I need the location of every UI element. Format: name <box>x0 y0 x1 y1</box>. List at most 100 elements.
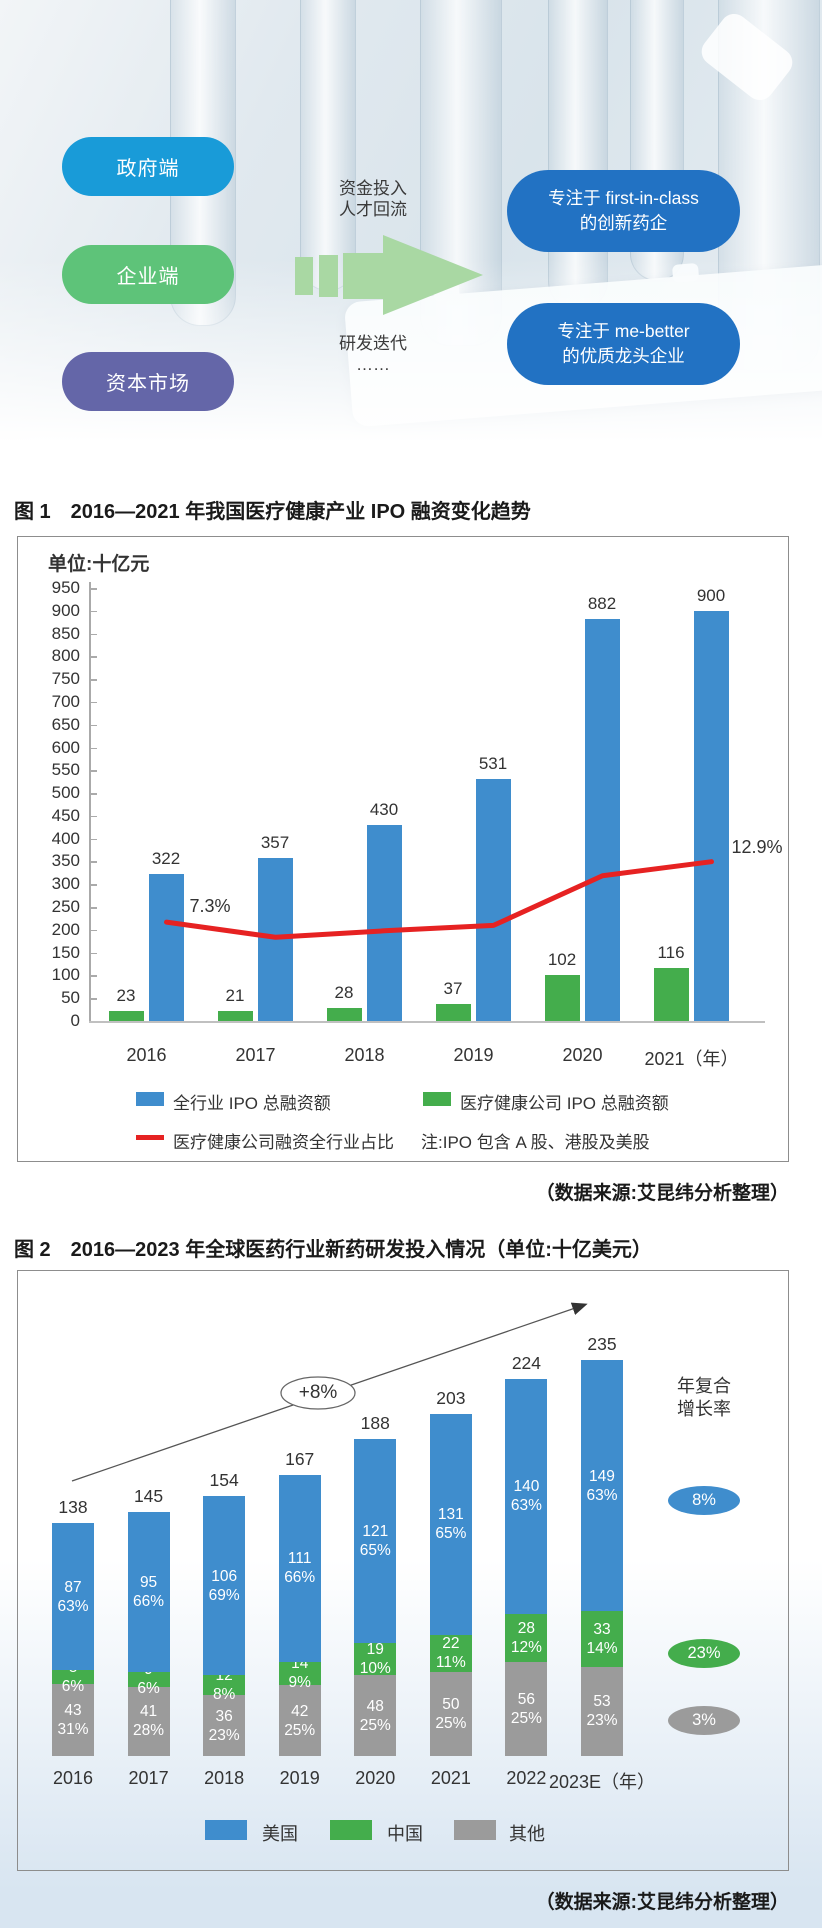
bar-value-label: 116 <box>657 943 685 963</box>
segment-pct: 66% <box>284 1569 316 1587</box>
line-end-label: 12.9% <box>731 837 783 857</box>
segment-value: 22 <box>442 1635 460 1653</box>
segment-value: 41 <box>139 1703 158 1721</box>
bar-health-ipo <box>654 968 689 1021</box>
segment-value: 140 <box>513 1478 540 1496</box>
stack-segment-其他 <box>505 1661 548 1756</box>
bar-all-ipo <box>149 874 184 1021</box>
stack-segment-中国 <box>52 1670 94 1684</box>
stack-segment-中国 <box>354 1643 397 1676</box>
stack-segment-其他 <box>127 1686 170 1756</box>
y-tick-label: 650 <box>51 714 80 734</box>
x-tick-label: 2020 <box>562 1045 603 1065</box>
segment-label: 111 66% <box>268 1549 332 1587</box>
total-label: 145 <box>133 1485 164 1506</box>
stack-segment-美国 <box>278 1474 321 1662</box>
stack-segment-其他 <box>278 1685 321 1756</box>
y-tick <box>90 633 97 636</box>
figure1-chart: 单位:十亿元 0 50 100 150 200 250 300 350 400 450 500 550 6… <box>17 536 789 1162</box>
segment-pct: 25% <box>284 1721 316 1739</box>
x-tick-label: 2018 <box>204 1768 245 1788</box>
growth-annotation: +8% <box>298 1382 338 1403</box>
segment-label: 149 63% <box>570 1467 634 1505</box>
segment-value: 106 <box>211 1567 238 1585</box>
y-tick-label: 950 <box>51 578 80 597</box>
bar-health-ipo <box>218 1011 253 1021</box>
segment-label: 95 66% <box>117 1573 181 1611</box>
y-tick-label: 850 <box>51 623 80 643</box>
y-tick <box>90 861 97 863</box>
y-tick <box>90 884 97 886</box>
segment-value: 43 <box>64 1701 82 1719</box>
stack-segment-中国 <box>505 1614 548 1662</box>
bar-value-label: 37 <box>443 979 463 999</box>
y-tick-label: 150 <box>51 942 80 962</box>
cagr-badge-8%: 8% <box>668 1485 740 1515</box>
stack-segment-中国 <box>203 1675 246 1696</box>
segment-value: 33 <box>593 1620 611 1638</box>
flow-label-top: 资金投入 人才回流 <box>339 179 407 219</box>
y-tick <box>90 952 97 955</box>
y-tick <box>90 747 97 750</box>
segment-label: 41 28% <box>117 1702 181 1740</box>
segment-label: 33 14% <box>570 1620 634 1658</box>
segment-pct: 10% <box>359 1660 391 1678</box>
legend-swatch-中国 <box>330 1820 372 1840</box>
segment-pct: 63% <box>57 1597 89 1615</box>
segment-label: 28 12% <box>494 1619 558 1657</box>
segment-pct: 6% <box>61 1677 85 1695</box>
x-tick-label: 2016 <box>126 1045 167 1065</box>
cagr-heading: 年复合 增长率 <box>644 1375 764 1421</box>
figure1-title: 图 1 2016—2021 年我国医疗健康产业 IPO 融资变化趋势 <box>14 501 531 523</box>
bar-all-ipo <box>585 618 620 1021</box>
y-tick-label: 0 <box>70 1011 80 1030</box>
bar-value-label: 430 <box>369 800 399 819</box>
segment-value: 48 <box>366 1697 384 1715</box>
y-tick <box>90 701 97 704</box>
y-axis-line <box>89 582 91 1021</box>
x-tick-label: 2017 <box>235 1045 276 1065</box>
segment-pct: 23% <box>208 1726 240 1744</box>
line-start-label: 7.3% <box>189 896 231 916</box>
stack-segment-其他 <box>580 1666 623 1756</box>
segment-label: 36 23% <box>192 1707 256 1745</box>
y-tick-label: 100 <box>51 965 80 985</box>
y-tick-label: 400 <box>51 828 80 848</box>
legend-label-all-ipo: 全行业 IPO 总融资额 <box>173 1094 331 1113</box>
segment-value: 87 <box>64 1578 82 1596</box>
y-tick <box>90 679 97 681</box>
bar-value-label: 21 <box>225 986 245 1006</box>
y-tick-label: 250 <box>51 897 80 917</box>
x-tick-label: 2021 <box>430 1768 471 1788</box>
segment-label: 140 63% <box>494 1477 558 1515</box>
y-tick-label: 800 <box>51 646 80 666</box>
y-tick <box>90 975 97 977</box>
bar-health-ipo <box>436 1004 471 1021</box>
bar-value-label: 28 <box>334 983 354 1003</box>
flow-arrow-icon <box>295 235 483 315</box>
segment-label: 22 11% <box>419 1634 483 1672</box>
stakeholder-pill-2: 资本市场 <box>62 352 234 411</box>
bar-value-label: 882 <box>587 593 617 613</box>
x-tick-label: 2018 <box>344 1045 385 1065</box>
segment-pct: 25% <box>435 1714 467 1732</box>
total-label: 188 <box>360 1413 390 1434</box>
figure2-source: （数据来源:艾昆纬分析整理） <box>535 1892 789 1913</box>
legend-swatch-health-ipo <box>423 1092 451 1106</box>
segment-label: 42 25% <box>268 1702 332 1740</box>
y-tick <box>90 656 97 658</box>
total-label: 167 <box>285 1448 315 1469</box>
figure1-source: （数据来源:艾昆纬分析整理） <box>535 1183 789 1204</box>
segment-value: 28 <box>517 1620 536 1638</box>
y-tick <box>90 610 97 613</box>
total-label: 224 <box>511 1352 542 1373</box>
segment-value: 95 <box>139 1573 158 1591</box>
stakeholder-pill-0: 政府端 <box>62 137 234 196</box>
segment-pct: 69% <box>208 1586 240 1604</box>
y-tick <box>90 838 97 841</box>
segment-pct: 23% <box>586 1712 618 1730</box>
total-label: 154 <box>209 1470 239 1491</box>
segment-pct: 25% <box>510 1709 542 1727</box>
stack-segment-中国 <box>429 1634 472 1672</box>
